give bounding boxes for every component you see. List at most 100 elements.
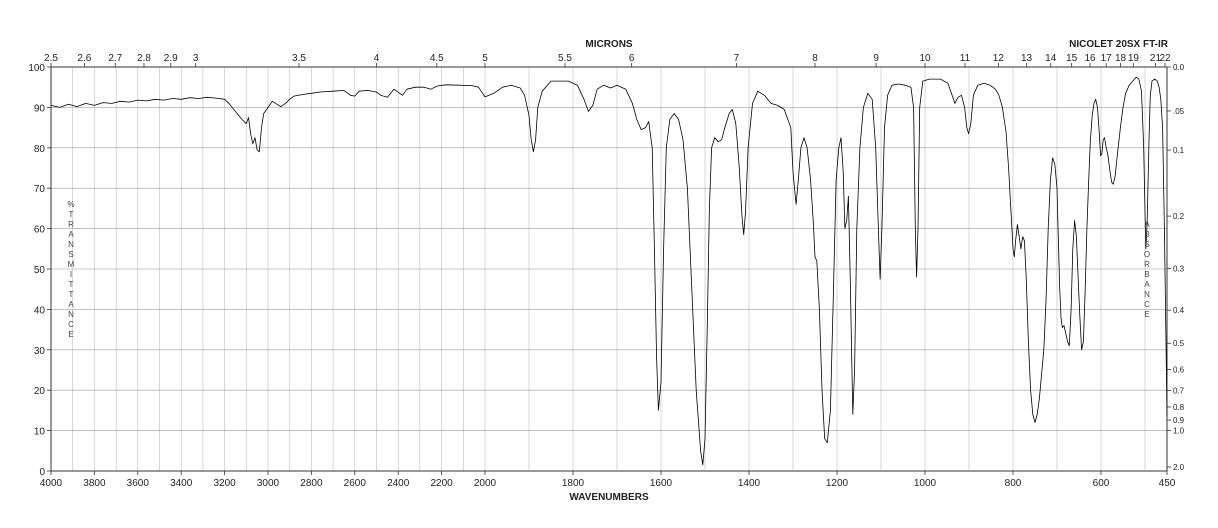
y-tick-label: 90 <box>34 103 46 114</box>
y-axis-label-letter: % <box>67 200 74 209</box>
x-tick-label: 1000 <box>914 478 937 489</box>
y-tick-label: 70 <box>34 184 46 195</box>
x-tick-label: 2600 <box>344 478 367 489</box>
y-axis-label-letter: S <box>68 250 73 259</box>
micron-tick-label: 3.5 <box>292 53 306 64</box>
y-axis-label-letter: A <box>68 230 74 239</box>
y-tick-label: 50 <box>34 265 46 276</box>
x-tick-label: 2200 <box>430 478 453 489</box>
micron-tick-label: 14 <box>1045 53 1057 64</box>
absorbance-tick-label: 0.6 <box>1173 366 1185 375</box>
y-axis-label-letter: T <box>69 290 74 299</box>
y-tick-label: 30 <box>34 346 46 357</box>
micron-tick-labels: 2.5 2.6 2.7 2.8 2.9 3 3.5 4 4.5 5 5.5 6 7 8 9 10 11 12 13 1… <box>44 53 1171 67</box>
y-axis-label-letter: M <box>68 260 75 269</box>
wavenumber-tick-labels: 4000 3800 3600 3400 3200 3000 2800 2600 2400 2200… <box>40 471 1176 489</box>
micron-tick-label: 21 <box>1150 53 1162 64</box>
absorbance-label-letter: S <box>1144 240 1149 249</box>
absorbance-tick-labels: 0.0 .05 0.1 0.2 0.3 0.4 0.5 0.6 0.7 0.8 0.9 1.0 2.0 <box>1167 63 1185 472</box>
series-group <box>50 76 1168 466</box>
absorbance-label-letter: B <box>1144 230 1149 239</box>
y-axis-label-letter: N <box>68 310 74 319</box>
instrument-label: NICOLET 20SX FT-IR <box>1069 39 1169 50</box>
micron-tick-label: 12 <box>993 53 1005 64</box>
x-tick-label: 450 <box>1159 478 1176 489</box>
micron-tick-label: 5.5 <box>558 53 572 64</box>
micron-tick-label: 2.5 <box>44 53 58 64</box>
x-tick-label: 600 <box>1093 478 1110 489</box>
absorbance-tick-label: 1.0 <box>1173 427 1185 436</box>
y-tick-label: 40 <box>34 305 46 316</box>
x-tick-label: 4000 <box>40 478 63 489</box>
absorbance-tick-label: 0.1 <box>1173 146 1185 155</box>
micron-tick-label: 2.9 <box>164 53 178 64</box>
absorbance-tick-label: 0.9 <box>1173 416 1185 425</box>
x-tick-label: 1800 <box>562 478 585 489</box>
micron-tick-label: 8 <box>812 53 818 64</box>
x-tick-label: 3200 <box>213 478 236 489</box>
y-axis-label-letter: E <box>68 330 73 339</box>
micron-tick-label: 22 <box>1159 53 1171 64</box>
absorbance-tick-label: 0.0 <box>1173 63 1185 72</box>
y-axis-label-letter: R <box>68 220 74 229</box>
y-axis-label-letter: A <box>68 300 74 309</box>
y-axis-label-letter: T <box>69 210 74 219</box>
y-tick-label: 60 <box>34 225 46 236</box>
absorbance-tick-label: .05 <box>1173 107 1185 116</box>
absorbance-tick-label: 0.3 <box>1173 265 1185 274</box>
y-tick-label: 0 <box>39 467 45 478</box>
y-tick-label: 80 <box>34 144 46 155</box>
micron-tick-label: 19 <box>1128 53 1140 64</box>
y-axis-label-letter: N <box>68 240 74 249</box>
x-tick-label: 3600 <box>127 478 150 489</box>
absorbance-label-letter: C <box>1144 300 1150 309</box>
x-axis-label: WAVENUMBERS <box>569 492 649 503</box>
micron-tick-label: 16 <box>1084 53 1096 64</box>
micron-tick-label: 6 <box>629 53 635 64</box>
micron-tick-label: 9 <box>873 53 879 64</box>
micron-tick-label: 5 <box>482 53 488 64</box>
micron-tick-label: 18 <box>1115 53 1127 64</box>
micron-tick-label: 17 <box>1101 53 1113 64</box>
microns-title: MICRONS <box>585 39 633 50</box>
micron-tick-label: 2.6 <box>77 53 91 64</box>
absorbance-label-letter: A <box>1144 280 1150 289</box>
y-axis-label-letter: T <box>69 280 74 289</box>
micron-tick-label: 4 <box>374 53 380 64</box>
x-tick-label: 2400 <box>387 478 410 489</box>
x-tick-label: 800 <box>1005 478 1022 489</box>
transmittance-tick-labels: 0 10 20 30 40 50 60 70 80 90 100 <box>28 63 51 478</box>
micron-tick-label: 7 <box>734 53 740 64</box>
y-axis-label-letter: C <box>68 320 74 329</box>
micron-tick-label: 15 <box>1066 53 1078 64</box>
x-tick-label: 3800 <box>83 478 106 489</box>
absorbance-label-letter: B <box>1144 270 1149 279</box>
micron-tick-label: 13 <box>1021 53 1033 64</box>
micron-tick-label: 3 <box>193 53 199 64</box>
absorbance-tick-label: 0.5 <box>1173 339 1185 348</box>
micron-tick-label: 2.8 <box>137 53 151 64</box>
absorbance-tick-label: 0.7 <box>1173 386 1185 395</box>
y-tick-label: 100 <box>28 63 45 74</box>
absorbance-tick-label: 0.4 <box>1173 306 1185 315</box>
micron-tick-label: 2.7 <box>108 53 122 64</box>
x-tick-label: 2000 <box>474 478 497 489</box>
y-tick-label: 10 <box>34 427 46 438</box>
micron-tick-label: 10 <box>919 53 931 64</box>
y-tick-label: 20 <box>34 386 46 397</box>
x-tick-label: 1400 <box>738 478 761 489</box>
spectrum-line <box>50 76 1168 466</box>
x-tick-label: 2800 <box>300 478 323 489</box>
absorbance-tick-label: 0.8 <box>1173 403 1185 412</box>
absorbance-tick-label: 0.2 <box>1173 212 1185 221</box>
absorbance-label-letter: E <box>1144 310 1149 319</box>
absorbance-label-letter: N <box>1144 290 1150 299</box>
x-tick-label: 3000 <box>257 478 280 489</box>
x-tick-label: 1200 <box>826 478 849 489</box>
x-tick-label: 3400 <box>170 478 193 489</box>
y-axis-label-letter: I <box>70 270 72 279</box>
absorbance-label-letter: A <box>1144 220 1150 229</box>
